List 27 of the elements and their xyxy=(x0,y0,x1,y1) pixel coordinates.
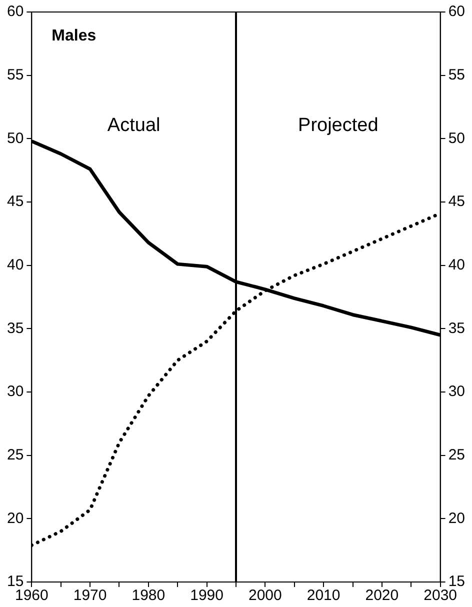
y2-tick-label: 30 xyxy=(448,383,466,400)
y-tick-label: 60 xyxy=(6,3,24,20)
y2-tick-label: 40 xyxy=(448,256,466,274)
y-tick-label: 20 xyxy=(6,510,24,527)
y-tick-label: 30 xyxy=(6,383,24,400)
y2-tick-label: 60 xyxy=(448,3,466,20)
y-tick-label: 50 xyxy=(6,130,24,147)
x-tick-label: 1980 xyxy=(132,587,166,604)
y2-tick-label: 55 xyxy=(448,66,466,84)
y-tick-label: 35 xyxy=(6,320,24,337)
y2-tick-label: 35 xyxy=(448,320,466,337)
y-tick-label: 45 xyxy=(6,193,24,210)
x-tick-label: 2020 xyxy=(365,587,399,604)
text: Males xyxy=(52,27,96,44)
annotation: Projected xyxy=(298,115,378,136)
y2-tick-label: 25 xyxy=(448,446,466,464)
x-tick-label: 1970 xyxy=(73,587,107,604)
x-tick-label: 1990 xyxy=(190,587,224,604)
y-tick-label: 55 xyxy=(6,66,24,84)
y-tick-label: 40 xyxy=(6,256,24,274)
y2-tick-label: 20 xyxy=(448,510,466,527)
y2-tick-label: 50 xyxy=(448,130,466,147)
x-tick-label: 2000 xyxy=(248,587,282,604)
annotation: Actual xyxy=(107,115,160,136)
x-tick-label: 2010 xyxy=(306,587,340,604)
y-tick-label: 25 xyxy=(6,446,24,464)
y2-tick-label: 45 xyxy=(448,193,466,210)
